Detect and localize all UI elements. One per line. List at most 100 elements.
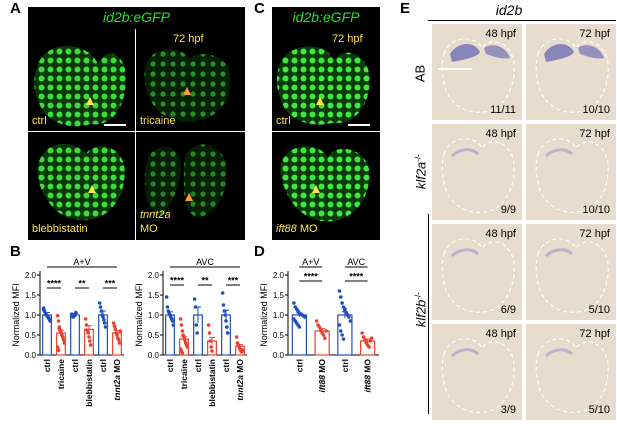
data-point xyxy=(337,323,342,327)
y-tick-label: 1.0 xyxy=(25,311,37,320)
panel-label-c: C xyxy=(254,0,265,17)
panel-e-klf2b-bracket xyxy=(428,214,429,414)
category-label: ctrl xyxy=(193,359,203,372)
ish-count-label: 10/10 xyxy=(582,104,610,116)
chart-d: Normalized MFI 0.0 0.5 1.0 1.5 2.0 ctrl ift88 M… xyxy=(259,257,379,393)
data-point xyxy=(192,297,197,301)
data-point xyxy=(225,325,229,329)
data-point xyxy=(234,335,239,339)
data-point xyxy=(73,313,77,318)
data-point xyxy=(340,301,344,305)
data-point xyxy=(318,328,323,332)
y-tick-label: 1.0 xyxy=(148,311,160,320)
data-point xyxy=(84,323,89,327)
significance-label: ** xyxy=(201,276,209,286)
significance-label: **** xyxy=(304,272,319,282)
data-point xyxy=(113,327,118,331)
ish-stage-label: 48 hpf xyxy=(485,28,516,40)
data-point xyxy=(61,338,66,342)
panel-c-stage: 72 hpf xyxy=(332,33,363,45)
group-title: A+V xyxy=(302,257,319,267)
data-point xyxy=(86,331,90,335)
data-point xyxy=(338,329,343,333)
ish-image: 48 hpf 9/9 xyxy=(432,124,522,220)
data-point xyxy=(321,333,326,337)
significance-label: *** xyxy=(105,279,116,289)
data-point xyxy=(117,341,122,345)
y-tick-label: 2.0 xyxy=(148,271,160,280)
panel-a-tile-tnnt2a: tnnt2a xyxy=(140,209,171,221)
data-point xyxy=(221,303,226,307)
data-point xyxy=(324,329,329,333)
data-point xyxy=(56,319,61,323)
ish-count-label: 6/9 xyxy=(500,304,516,316)
data-point xyxy=(97,301,102,305)
ish-stage-label: 48 hpf xyxy=(485,228,516,240)
data-point xyxy=(348,319,353,323)
ish-image: 72 hpf 10/10 xyxy=(526,24,616,120)
y-tick-label: 1.5 xyxy=(25,291,37,300)
data-point xyxy=(171,323,176,327)
panel-a-header: id2b:eGFP xyxy=(28,7,245,29)
y-tick-label: 0.0 xyxy=(273,351,285,360)
data-point xyxy=(98,305,103,309)
y-axis-label: Normalized MFI xyxy=(11,283,21,347)
data-point xyxy=(99,309,104,313)
data-point xyxy=(118,329,123,333)
data-point xyxy=(224,319,228,323)
data-point xyxy=(111,321,116,325)
data-point xyxy=(338,295,343,299)
y-tick-label: 1.5 xyxy=(148,291,160,300)
ish-count-label: 5/10 xyxy=(588,304,610,316)
y-tick-label: 1.0 xyxy=(273,311,285,320)
data-point xyxy=(194,323,199,327)
ish-image: 72 hpf 5/10 xyxy=(526,224,616,320)
y-tick-label: 0.0 xyxy=(25,351,37,360)
category-label: ctrl xyxy=(294,359,304,372)
data-point xyxy=(41,308,46,312)
panel-e-row-klf2a: klf2a-/- xyxy=(413,154,429,190)
data-point xyxy=(88,343,93,347)
data-point xyxy=(85,328,90,332)
data-point xyxy=(55,345,60,349)
significance-label: **** xyxy=(349,272,364,282)
data-point xyxy=(55,314,60,318)
y-tick-label: 0.0 xyxy=(148,351,160,360)
panel-label-a: A xyxy=(10,0,21,17)
data-point xyxy=(210,349,214,353)
data-point xyxy=(57,327,62,331)
data-point xyxy=(367,345,371,349)
scale-bar xyxy=(438,68,472,70)
data-point xyxy=(195,331,199,335)
category-label: tnnt2a MO xyxy=(235,359,245,401)
panel-a-tile-tricaine: tricaine xyxy=(140,115,176,127)
ish-stage-label: 72 hpf xyxy=(579,328,610,340)
y-tick-label: 2.0 xyxy=(273,271,285,280)
panel-c-tile-ctrl: ctrl xyxy=(276,115,291,127)
data-point xyxy=(101,315,105,319)
data-point xyxy=(363,338,367,342)
data-point xyxy=(292,301,296,305)
data-point xyxy=(112,324,117,328)
data-point xyxy=(102,321,107,325)
category-label: ctrl xyxy=(221,359,231,372)
data-point xyxy=(207,331,212,335)
data-point xyxy=(178,317,183,321)
panel-a-image-grid: 72 hpf ctrl tricaine blebbistatin tnnt2a… xyxy=(28,29,245,240)
ish-count-label: 5/10 xyxy=(588,404,610,416)
data-point xyxy=(347,315,351,319)
data-point xyxy=(361,335,366,339)
y-tick-label: 1.5 xyxy=(273,291,285,300)
ish-stage-label: 72 hpf xyxy=(579,128,610,140)
data-point xyxy=(368,339,373,343)
data-point xyxy=(180,329,185,333)
data-point xyxy=(180,351,185,355)
category-label: ift88 MO xyxy=(363,359,373,393)
ish-stage-label: 48 hpf xyxy=(485,328,516,340)
panel-e-row-ab: AB xyxy=(412,64,428,83)
data-point xyxy=(165,305,170,309)
data-point xyxy=(170,319,175,323)
data-point xyxy=(317,325,322,329)
data-point xyxy=(303,315,307,319)
data-point xyxy=(48,319,53,323)
